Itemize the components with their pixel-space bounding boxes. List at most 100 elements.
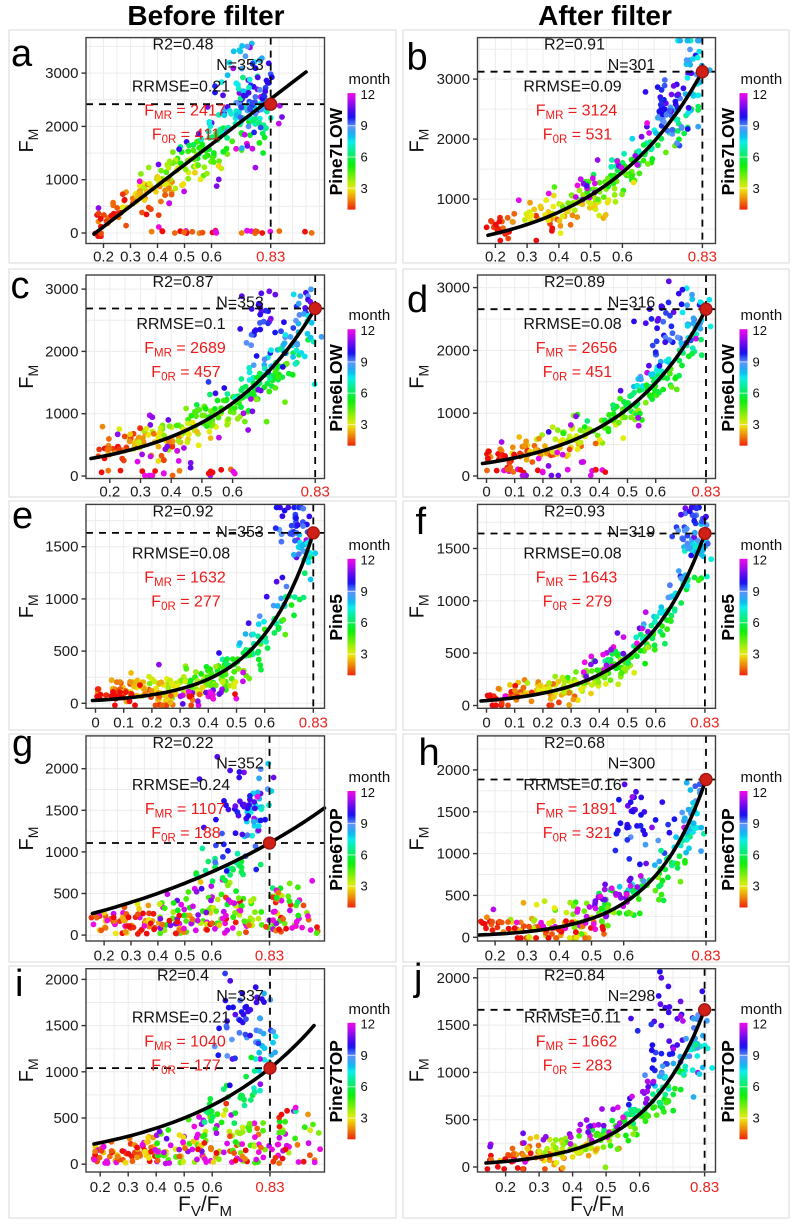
svg-text:12: 12 bbox=[753, 553, 767, 568]
svg-text:6: 6 bbox=[361, 150, 368, 165]
svg-text:0.2: 0.2 bbox=[99, 484, 120, 501]
svg-text:Pine5: Pine5 bbox=[326, 594, 346, 641]
svg-text:0.2: 0.2 bbox=[532, 484, 553, 501]
svg-text:0.3: 0.3 bbox=[120, 249, 141, 266]
svg-text:e: e bbox=[12, 495, 33, 537]
svg-text:i: i bbox=[15, 963, 23, 1005]
svg-text:Pine6TOP: Pine6TOP bbox=[326, 808, 346, 891]
svg-text:R2=0.89: R2=0.89 bbox=[544, 274, 605, 291]
svg-text:N=353: N=353 bbox=[216, 57, 264, 74]
svg-text:3000: 3000 bbox=[45, 281, 78, 298]
svg-text:FMR = 1662: FMR = 1662 bbox=[536, 1034, 618, 1054]
svg-text:R2=0.84: R2=0.84 bbox=[544, 968, 605, 985]
svg-text:2000: 2000 bbox=[45, 971, 78, 988]
svg-text:Pine7LOW: Pine7LOW bbox=[326, 107, 346, 195]
svg-text:0.83: 0.83 bbox=[255, 948, 284, 965]
svg-text:0.83: 0.83 bbox=[688, 249, 717, 266]
svg-text:2000: 2000 bbox=[45, 761, 78, 778]
svg-text:1000: 1000 bbox=[45, 406, 78, 423]
svg-text:RRMSE=0.11: RRMSE=0.11 bbox=[524, 1010, 621, 1027]
svg-text:month: month bbox=[349, 537, 391, 554]
svg-text:12: 12 bbox=[753, 87, 767, 102]
svg-text:RRMSE=0.16: RRMSE=0.16 bbox=[523, 777, 621, 794]
svg-text:RRMSE=0.08: RRMSE=0.08 bbox=[523, 545, 621, 562]
svg-text:N=298: N=298 bbox=[608, 988, 656, 1005]
svg-text:1000: 1000 bbox=[437, 405, 470, 422]
svg-text:12: 12 bbox=[753, 1017, 767, 1032]
svg-text:R2=0.91: R2=0.91 bbox=[544, 37, 605, 54]
svg-text:0: 0 bbox=[70, 468, 78, 485]
svg-text:0.3: 0.3 bbox=[529, 1179, 550, 1196]
svg-text:9: 9 bbox=[361, 816, 368, 831]
svg-text:0: 0 bbox=[482, 484, 490, 501]
svg-text:0.2: 0.2 bbox=[485, 948, 506, 965]
svg-text:0.83: 0.83 bbox=[690, 715, 719, 732]
svg-text:0.83: 0.83 bbox=[256, 249, 285, 266]
svg-text:500: 500 bbox=[445, 1112, 470, 1129]
svg-text:month: month bbox=[349, 71, 391, 88]
svg-text:Pine6TOP: Pine6TOP bbox=[718, 808, 738, 891]
svg-text:2000: 2000 bbox=[45, 118, 78, 135]
svg-text:0.5: 0.5 bbox=[596, 1179, 617, 1196]
svg-text:Pine5: Pine5 bbox=[718, 594, 738, 641]
svg-text:Pine6LOW: Pine6LOW bbox=[326, 344, 346, 432]
svg-text:0.83: 0.83 bbox=[301, 484, 330, 501]
svg-text:0.6: 0.6 bbox=[201, 249, 222, 266]
svg-text:0.83: 0.83 bbox=[299, 715, 328, 732]
svg-text:R2=0.87: R2=0.87 bbox=[153, 274, 214, 291]
svg-text:3000: 3000 bbox=[437, 71, 470, 88]
svg-text:0.1: 0.1 bbox=[504, 484, 525, 501]
svg-text:0.6: 0.6 bbox=[612, 249, 633, 266]
svg-text:N=352: N=352 bbox=[216, 755, 264, 772]
svg-text:0.4: 0.4 bbox=[589, 484, 610, 501]
svg-text:500: 500 bbox=[53, 886, 78, 903]
svg-text:9: 9 bbox=[361, 584, 368, 599]
svg-text:3: 3 bbox=[753, 879, 760, 894]
svg-text:RRMSE=0.09: RRMSE=0.09 bbox=[523, 79, 621, 96]
svg-text:0.6: 0.6 bbox=[629, 1179, 650, 1196]
svg-text:1500: 1500 bbox=[45, 802, 78, 819]
svg-text:2000: 2000 bbox=[437, 131, 470, 148]
svg-text:1500: 1500 bbox=[437, 1017, 470, 1034]
svg-text:0.1: 0.1 bbox=[504, 715, 525, 732]
svg-text:0.6: 0.6 bbox=[201, 948, 222, 965]
svg-text:RRMSE=0.21: RRMSE=0.21 bbox=[132, 79, 230, 96]
svg-text:0.1: 0.1 bbox=[113, 715, 134, 732]
svg-text:0.4: 0.4 bbox=[548, 249, 569, 266]
svg-text:0.5: 0.5 bbox=[174, 948, 195, 965]
svg-text:3: 3 bbox=[361, 1111, 368, 1126]
svg-text:2000: 2000 bbox=[437, 342, 470, 359]
svg-text:0.4: 0.4 bbox=[589, 715, 610, 732]
svg-text:6: 6 bbox=[753, 386, 760, 401]
svg-text:0.5: 0.5 bbox=[617, 715, 638, 732]
svg-text:Before filter: Before filter bbox=[127, 0, 284, 31]
svg-text:9: 9 bbox=[753, 354, 760, 369]
svg-text:3: 3 bbox=[361, 647, 368, 662]
svg-text:b: b bbox=[407, 37, 428, 79]
svg-text:12: 12 bbox=[361, 553, 375, 568]
svg-text:0: 0 bbox=[70, 225, 78, 242]
svg-text:0.2: 0.2 bbox=[141, 715, 162, 732]
svg-text:0: 0 bbox=[462, 698, 470, 715]
svg-text:0.4: 0.4 bbox=[161, 484, 182, 501]
svg-text:0.2: 0.2 bbox=[495, 1179, 516, 1196]
svg-text:RRMSE=0.21: RRMSE=0.21 bbox=[132, 1010, 230, 1027]
svg-text:0: 0 bbox=[91, 715, 99, 732]
svg-text:Pine7TOP: Pine7TOP bbox=[718, 1040, 738, 1123]
svg-text:3: 3 bbox=[753, 417, 760, 432]
svg-text:R2=0.22: R2=0.22 bbox=[153, 735, 214, 752]
svg-text:month: month bbox=[741, 307, 783, 324]
svg-text:N=319: N=319 bbox=[608, 524, 656, 541]
svg-text:0.5: 0.5 bbox=[617, 484, 638, 501]
svg-text:0.5: 0.5 bbox=[174, 1179, 195, 1196]
svg-text:1500: 1500 bbox=[45, 1018, 78, 1035]
svg-text:a: a bbox=[11, 33, 33, 75]
svg-text:0.3: 0.3 bbox=[561, 484, 582, 501]
svg-text:9: 9 bbox=[361, 354, 368, 369]
svg-text:0.3: 0.3 bbox=[130, 484, 151, 501]
svg-text:0.6: 0.6 bbox=[254, 715, 275, 732]
svg-text:R2=0.93: R2=0.93 bbox=[544, 503, 605, 520]
svg-text:6: 6 bbox=[753, 615, 760, 630]
svg-text:1000: 1000 bbox=[437, 191, 470, 208]
svg-text:1000: 1000 bbox=[437, 1064, 470, 1081]
